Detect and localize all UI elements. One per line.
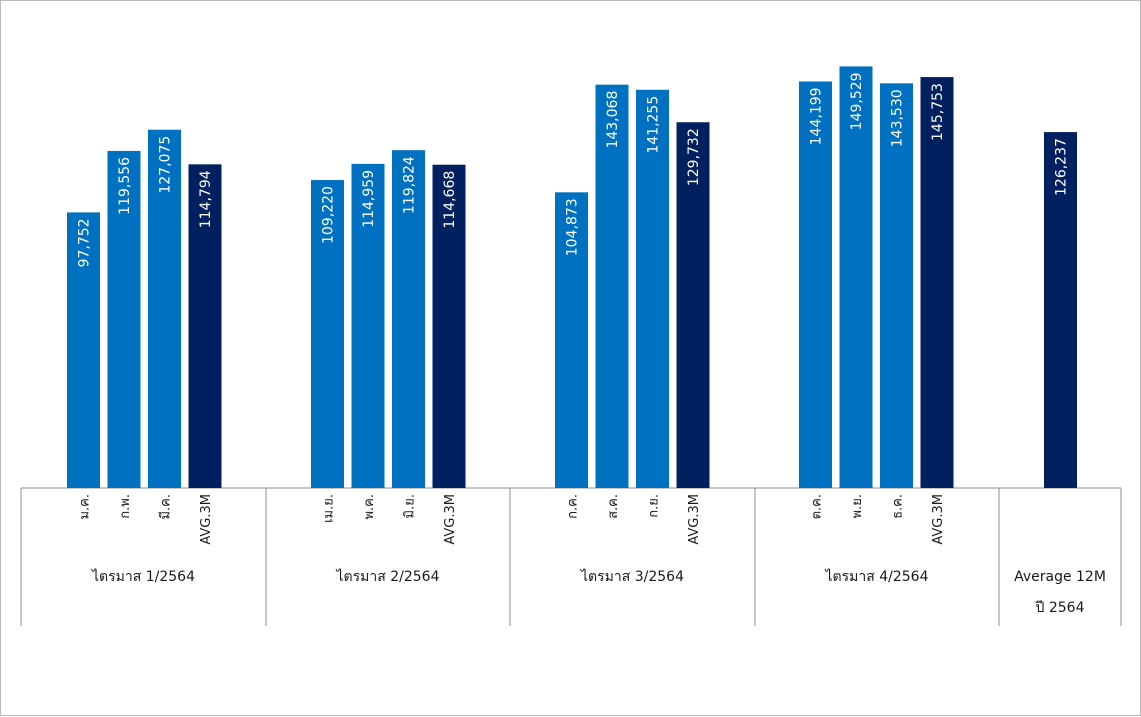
bar-value-label: 143,068 (605, 91, 621, 149)
bar (148, 129, 181, 489)
bar-value-label: 114,794 (198, 170, 214, 228)
bar (392, 150, 425, 488)
category-tick-label: มิ.ย. (403, 494, 418, 518)
bar (920, 77, 954, 489)
bar-value-label: 97,752 (77, 218, 93, 267)
bar-value-label: 129,732 (686, 128, 702, 186)
category-tick-label: ก.ค. (566, 494, 581, 519)
bar-value-label: 109,220 (321, 186, 337, 244)
category-tick-label: ธ.ค. (891, 494, 906, 519)
bar-value-label: 144,199 (809, 87, 825, 145)
bar-value-label: 143,530 (890, 89, 906, 147)
category-tick-label: ก.พ. (118, 494, 133, 519)
bar (432, 164, 466, 489)
category-tick-label: AVG.3M (199, 494, 214, 545)
group-label: ไตรมาส 4/2564 (825, 568, 929, 585)
bar (799, 81, 832, 489)
bar (839, 66, 873, 489)
bar (351, 163, 385, 489)
category-tick-label: AVG.3M (687, 494, 702, 545)
bar-value-label: 149,529 (849, 72, 865, 130)
bar-value-label: 126,237 (1054, 138, 1070, 196)
bar (555, 192, 588, 488)
bar-value-label: 141,255 (646, 96, 662, 154)
bar-value-label: 114,959 (361, 170, 377, 228)
group-label: ไตรมาส 1/2564 (91, 568, 195, 585)
category-tick-label: พ.ย. (850, 494, 865, 518)
group-label: Average 12M (1014, 569, 1106, 585)
bar (595, 84, 629, 489)
group-label: ไตรมาส 3/2564 (580, 568, 684, 585)
category-tick-label: มี.ค. (158, 494, 174, 520)
bar (188, 164, 222, 488)
bar (107, 150, 141, 489)
bar (1044, 132, 1077, 488)
category-tick-label: พ.ค. (362, 494, 377, 520)
bar-value-label: 127,075 (158, 136, 174, 194)
group-label: ไตรมาส 2/2564 (336, 568, 440, 585)
category-tick-label: ม.ค. (78, 494, 93, 520)
bar-value-label: 145,753 (930, 83, 946, 141)
bar (67, 212, 100, 489)
category-tick-label: เม.ย. (322, 494, 337, 523)
bar-value-label: 114,668 (442, 171, 458, 229)
bar (311, 180, 344, 488)
bar-value-label: 104,873 (565, 198, 581, 256)
group-label-line2: ปี 2564 (1035, 600, 1085, 616)
category-tick-label: ก.ย. (647, 494, 662, 518)
bar (880, 83, 913, 488)
category-tick-label: ต.ค. (810, 494, 825, 519)
bar-value-label: 119,556 (117, 157, 133, 215)
bar (636, 89, 669, 489)
bar (676, 122, 710, 489)
category-tick-label: AVG.3M (443, 494, 458, 545)
category-tick-label: ส.ค. (606, 494, 621, 519)
category-tick-label: AVG.3M (931, 494, 946, 545)
bar-value-label: 119,824 (402, 156, 418, 214)
